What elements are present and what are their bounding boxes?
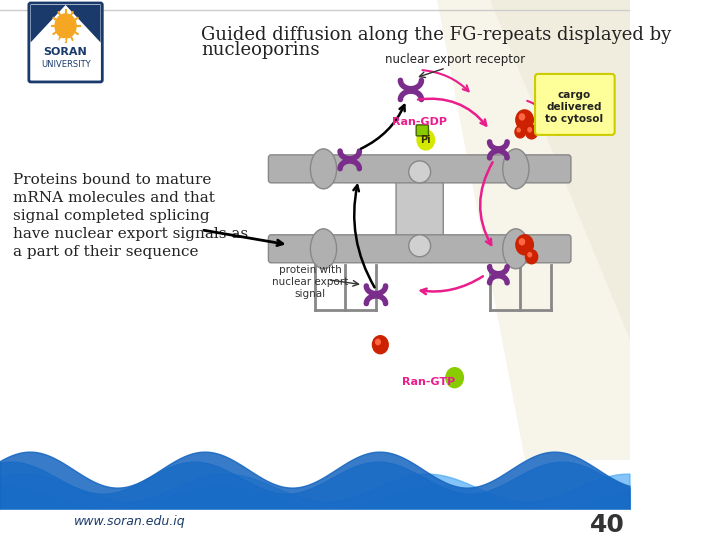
Ellipse shape <box>310 229 337 269</box>
Text: nucleoporins: nucleoporins <box>201 41 320 59</box>
Text: cargo: cargo <box>558 90 591 100</box>
Circle shape <box>515 126 526 138</box>
FancyBboxPatch shape <box>535 74 615 135</box>
Text: ڕانکۆی سۆران: ڕانکۆی سۆران <box>35 34 96 43</box>
Circle shape <box>519 114 525 120</box>
Text: protein with: protein with <box>279 265 342 275</box>
Polygon shape <box>31 5 101 43</box>
FancyBboxPatch shape <box>29 3 102 82</box>
Circle shape <box>519 239 525 245</box>
Text: mRNA molecules and that: mRNA molecules and that <box>13 191 215 205</box>
Polygon shape <box>490 0 629 340</box>
Circle shape <box>417 130 435 150</box>
Text: Proteins bound to mature: Proteins bound to mature <box>13 173 212 187</box>
Text: Ran-GTP: Ran-GTP <box>402 377 455 387</box>
Text: to cytosol: to cytosol <box>545 114 603 124</box>
Text: delivered: delivered <box>546 102 602 112</box>
Text: www.soran.edu.iq: www.soran.edu.iq <box>74 515 186 528</box>
Text: a part of their sequence: a part of their sequence <box>13 245 199 259</box>
Text: UNIVERSITY: UNIVERSITY <box>41 60 91 70</box>
Text: 40: 40 <box>590 512 625 537</box>
Circle shape <box>446 368 464 388</box>
Circle shape <box>516 110 534 130</box>
Circle shape <box>55 14 76 38</box>
FancyBboxPatch shape <box>269 155 571 183</box>
Circle shape <box>528 127 531 132</box>
Polygon shape <box>437 0 629 460</box>
Circle shape <box>517 129 521 132</box>
Text: Guided diffusion along the FG-repeats displayed by: Guided diffusion along the FG-repeats di… <box>201 26 671 44</box>
Circle shape <box>516 235 534 255</box>
Text: signal: signal <box>294 289 326 299</box>
Ellipse shape <box>503 229 529 269</box>
FancyBboxPatch shape <box>269 235 571 263</box>
Text: signal completed splicing: signal completed splicing <box>13 209 210 223</box>
Circle shape <box>528 253 531 257</box>
Ellipse shape <box>503 149 529 189</box>
Text: nuclear export: nuclear export <box>272 277 348 287</box>
Text: Ran-GDP: Ran-GDP <box>392 117 447 127</box>
Circle shape <box>526 250 538 264</box>
FancyBboxPatch shape <box>396 178 444 240</box>
Circle shape <box>526 125 538 139</box>
Ellipse shape <box>310 149 337 189</box>
Ellipse shape <box>409 235 431 257</box>
Text: SORAN: SORAN <box>44 47 87 57</box>
Text: nuclear export receptor: nuclear export receptor <box>384 53 525 66</box>
Text: have nuclear export signals as: have nuclear export signals as <box>13 227 248 241</box>
Text: Pi: Pi <box>420 135 431 145</box>
Circle shape <box>372 336 388 354</box>
FancyBboxPatch shape <box>416 125 428 136</box>
Ellipse shape <box>409 161 431 183</box>
Circle shape <box>376 339 380 345</box>
